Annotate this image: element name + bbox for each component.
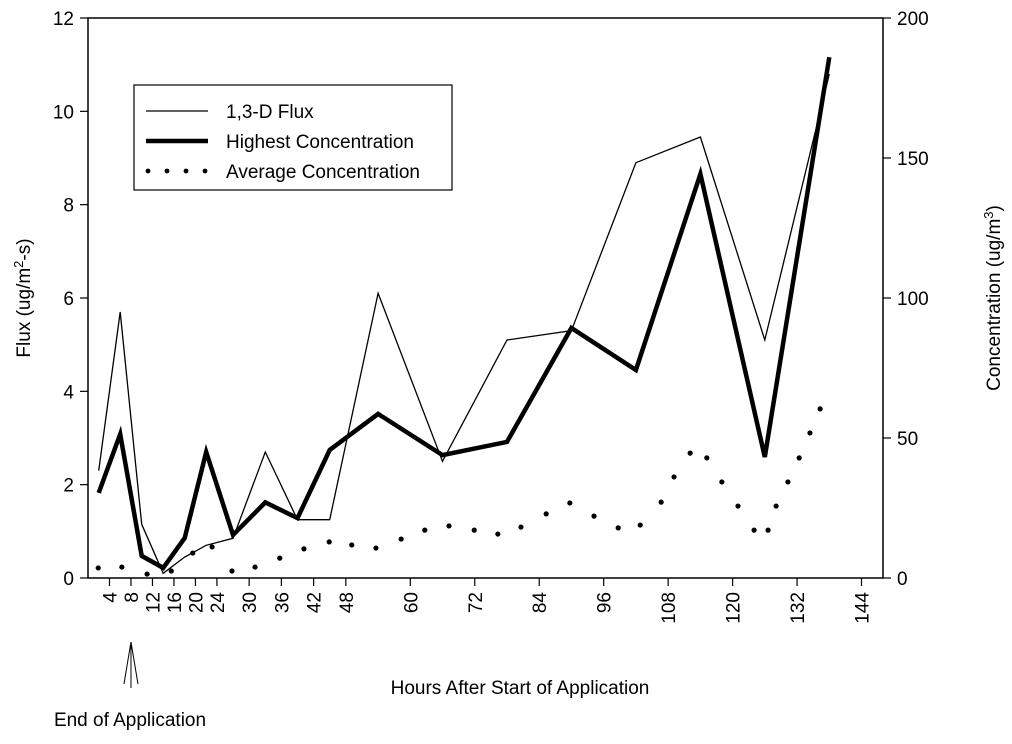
y2-tick-label: 200 bbox=[897, 9, 929, 30]
x-tick-label: 60 bbox=[401, 592, 422, 613]
data-point bbox=[658, 499, 664, 505]
data-point bbox=[518, 524, 524, 530]
data-point bbox=[719, 479, 725, 485]
data-point bbox=[807, 430, 813, 436]
data-point bbox=[704, 455, 710, 461]
y2-tick-label: 100 bbox=[897, 289, 929, 310]
data-point bbox=[495, 531, 501, 537]
x-tick-label: 4 bbox=[100, 592, 121, 603]
x-tick-label: 120 bbox=[724, 592, 745, 624]
data-point bbox=[773, 503, 779, 509]
y2-tick-label: 0 bbox=[897, 569, 908, 590]
legend-label: 1,3-D Flux bbox=[226, 102, 314, 123]
x-tick-label: 84 bbox=[530, 592, 551, 614]
y-tick-label: 8 bbox=[63, 196, 74, 217]
x-tick-label: 132 bbox=[788, 592, 809, 624]
annotation-arrow bbox=[123, 641, 139, 688]
x-tick-label: 42 bbox=[305, 592, 326, 613]
x-axis-label: Hours After Start of Application bbox=[391, 678, 650, 699]
y-label-sup: 2 bbox=[11, 261, 26, 268]
x-tick-label: 8 bbox=[122, 592, 143, 603]
data-point bbox=[119, 564, 125, 570]
x-tick-label: 96 bbox=[595, 592, 616, 613]
data-point bbox=[229, 568, 235, 574]
data-point bbox=[615, 525, 621, 531]
legend-label: Highest Concentration bbox=[226, 132, 414, 153]
data-point bbox=[252, 564, 258, 570]
y-label-part: Flux (ug/m bbox=[14, 268, 35, 358]
x-tick-label: 144 bbox=[853, 592, 874, 624]
arrow-stroke bbox=[123, 641, 132, 685]
legend-swatch bbox=[164, 168, 170, 174]
y-tick-label: 12 bbox=[53, 9, 74, 30]
legend-swatch bbox=[202, 168, 208, 174]
data-point bbox=[349, 542, 355, 548]
y-tick-label: 6 bbox=[63, 289, 74, 310]
data-point bbox=[671, 474, 677, 480]
y2-label-sup: 3 bbox=[981, 211, 996, 218]
y2-axis-label: Concentration (ug/m3) bbox=[981, 205, 1005, 391]
data-point bbox=[765, 527, 771, 533]
y-tick-label: 0 bbox=[63, 569, 74, 590]
data-point bbox=[817, 406, 823, 412]
x-tick-label: 20 bbox=[186, 592, 207, 613]
data-point bbox=[398, 536, 404, 542]
data-point bbox=[168, 568, 174, 574]
y-tick-label: 10 bbox=[53, 102, 74, 123]
x-tick-label: 36 bbox=[272, 592, 293, 613]
x-tick-label: 72 bbox=[466, 592, 487, 613]
data-point bbox=[687, 450, 693, 456]
legend-swatch bbox=[183, 168, 189, 174]
y2-tick-label: 50 bbox=[897, 429, 918, 450]
x-tick-label: 12 bbox=[143, 592, 164, 613]
data-point bbox=[567, 500, 573, 506]
data-point bbox=[471, 527, 477, 533]
data-point bbox=[144, 571, 150, 577]
y-tick-label: 2 bbox=[63, 476, 74, 497]
data-point bbox=[446, 523, 452, 529]
data-point bbox=[422, 527, 428, 533]
data-point bbox=[785, 479, 791, 485]
x-tick-label: 108 bbox=[659, 592, 680, 624]
arrow-stroke bbox=[130, 641, 139, 685]
data-point bbox=[190, 550, 196, 556]
x-tick-label: 48 bbox=[337, 592, 358, 613]
y-axis-label: Flux (ug/m2-s) bbox=[11, 238, 35, 357]
data-point bbox=[373, 545, 379, 551]
legend-swatch bbox=[145, 168, 151, 174]
y2-label-part: ) bbox=[984, 205, 1005, 211]
data-point bbox=[301, 546, 307, 552]
y2-tick-label: 150 bbox=[897, 149, 929, 170]
data-point bbox=[637, 522, 643, 528]
data-point bbox=[326, 539, 332, 545]
data-point bbox=[751, 527, 757, 533]
y-tick-label: 4 bbox=[63, 382, 74, 403]
data-point bbox=[95, 565, 101, 571]
series-line bbox=[96, 56, 832, 571]
data-point bbox=[277, 555, 283, 561]
x-tick-label: 24 bbox=[208, 592, 229, 614]
y-label-part: -s) bbox=[14, 238, 35, 260]
data-point bbox=[209, 544, 215, 550]
data-point bbox=[735, 503, 741, 509]
annotation: End of Application bbox=[54, 710, 206, 731]
x-tick-label: 16 bbox=[165, 592, 186, 613]
data-point bbox=[543, 511, 549, 517]
legend-label: Average Concentration bbox=[226, 162, 420, 183]
data-point bbox=[796, 455, 802, 461]
y2-label-part: Concentration (ug/m bbox=[984, 219, 1005, 391]
x-tick-label: 30 bbox=[240, 592, 261, 613]
data-point bbox=[591, 513, 597, 519]
